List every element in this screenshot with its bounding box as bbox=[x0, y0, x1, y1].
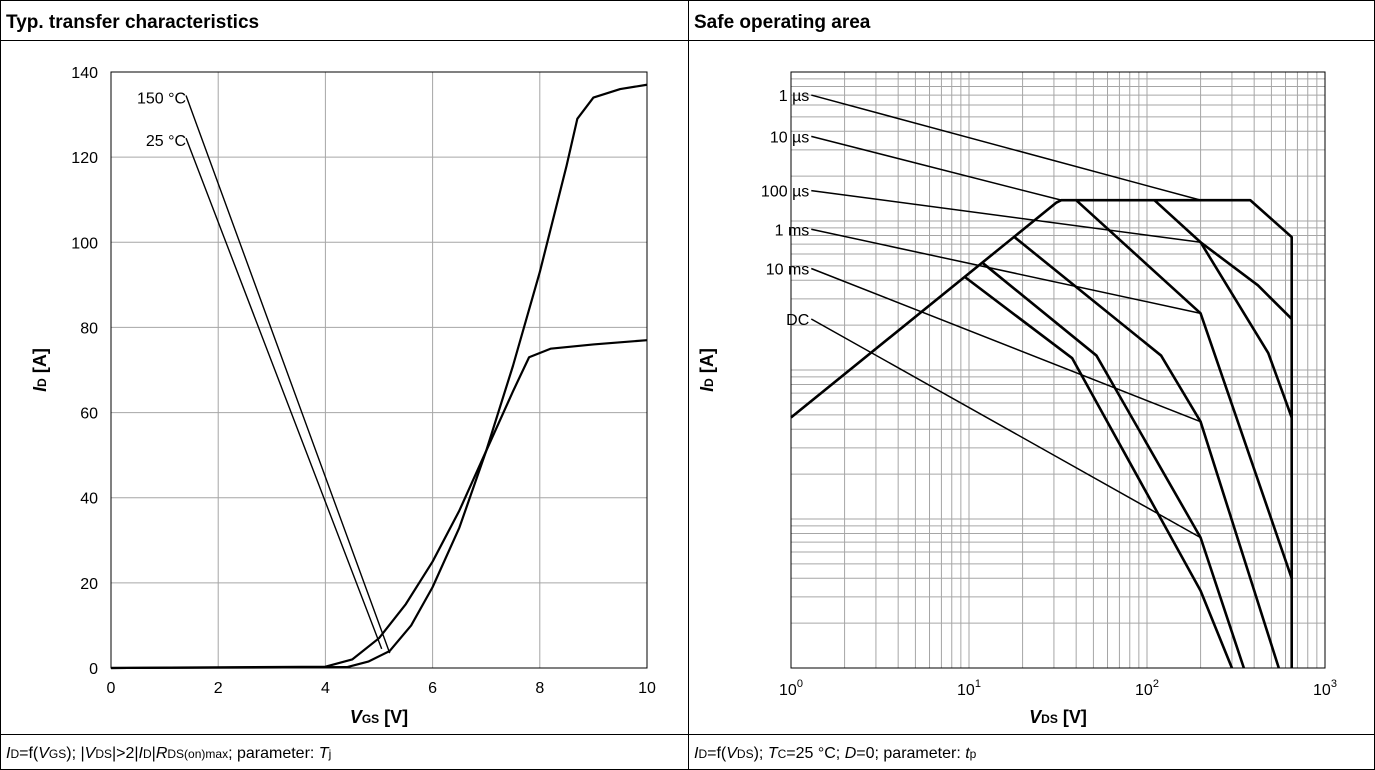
right-caption: ID=f(VDS); TC=25 °C; D=0; parameter: tp bbox=[694, 745, 977, 762]
right-x-tick-labels: 100 101 102 103 bbox=[779, 678, 1337, 699]
left-series-150-c bbox=[110, 339, 648, 670]
right-curve-label: 10 µs bbox=[770, 129, 809, 146]
right-plot-frame bbox=[790, 71, 1326, 669]
left-grid bbox=[111, 72, 647, 668]
left-curve-label: 25 °C bbox=[146, 133, 186, 150]
right-series-10-s bbox=[811, 135, 1062, 201]
left-y-axis-label: ID [A] bbox=[30, 348, 50, 392]
left-panel-title: Typ. transfer characteristics bbox=[6, 12, 259, 33]
right-series bbox=[790, 94, 1293, 669]
left-leader-line bbox=[185, 137, 383, 650]
right-series-1-ms-limit bbox=[1013, 236, 1281, 669]
left-series bbox=[110, 83, 648, 670]
left-y-tick-label: 140 bbox=[71, 65, 98, 82]
left-x-tick-label: 2 bbox=[214, 680, 223, 697]
right-series-10-s-limit bbox=[1153, 199, 1293, 418]
left-y-tick-label: 60 bbox=[80, 406, 98, 423]
right-series-1-s-limit bbox=[1199, 241, 1293, 320]
left-x-tick-label: 8 bbox=[535, 680, 544, 697]
left-x-tick-label: 4 bbox=[321, 680, 330, 697]
right-grid bbox=[791, 72, 1325, 668]
right-y-axis-label: ID [A] bbox=[697, 348, 717, 392]
right-curve-label: 100 µs bbox=[761, 184, 809, 201]
right-x-tick-label: 103 bbox=[1313, 678, 1337, 699]
right-x-tick-label: 100 bbox=[779, 678, 803, 699]
right-series-100-s bbox=[811, 189, 1201, 244]
right-y-tick-label: 10-1 bbox=[741, 0, 769, 4]
right-x-tick-label: 101 bbox=[957, 678, 981, 699]
left-y-tick-label: 100 bbox=[71, 235, 98, 252]
right-x-axis-label: VDS [V] bbox=[1029, 707, 1087, 727]
left-curve-label: 150 °C bbox=[137, 91, 186, 108]
left-y-tick-labels: 0 20 40 60 80 100 120 140 bbox=[71, 65, 98, 678]
left-x-axis-label: VGS [V] bbox=[350, 707, 408, 727]
left-x-tick-label: 0 bbox=[107, 680, 116, 697]
right-series-100-s-limit bbox=[1075, 199, 1293, 579]
left-series-25-c bbox=[110, 83, 648, 670]
left-y-tick-label: 80 bbox=[80, 320, 98, 337]
right-curve-label: 10 ms bbox=[766, 261, 810, 278]
left-x-tick-label: 6 bbox=[428, 680, 437, 697]
right-series-dc-limit bbox=[964, 276, 1234, 669]
right-y-tick-label: 102 bbox=[745, 0, 769, 4]
left-x-tick-label: 10 bbox=[638, 680, 656, 697]
right-x-tick-label: 102 bbox=[1135, 678, 1159, 699]
right-y-tick-label: 100 bbox=[745, 0, 769, 4]
right-series-10-ms-limit bbox=[982, 262, 1246, 669]
left-y-tick-label: 0 bbox=[89, 661, 98, 678]
right-curve-label: 1 µs bbox=[779, 88, 810, 105]
transfer-characteristics-chart: 0 20 40 60 80 100 120 140 0 2 4 6 8 10 150 °C 25 °C V… bbox=[30, 65, 656, 727]
left-y-tick-label: 20 bbox=[80, 576, 98, 593]
right-series-dc bbox=[810, 318, 1201, 539]
right-series-1-s bbox=[811, 94, 1201, 201]
right-y-tick-label: 101 bbox=[745, 0, 769, 4]
left-leader-line bbox=[185, 95, 391, 654]
left-plot-frame bbox=[110, 71, 648, 669]
left-annotations: 150 °C 25 °C bbox=[137, 91, 391, 654]
left-x-tick-labels: 0 2 4 6 8 10 bbox=[107, 680, 656, 697]
left-y-tick-label: 120 bbox=[71, 150, 98, 167]
right-series-1-ms bbox=[811, 228, 1201, 315]
right-curve-label: DC bbox=[786, 312, 809, 329]
left-caption: ID=f(VGS); |VDS|>2|ID|RDS(on)max; parame… bbox=[6, 745, 331, 762]
right-curve-label: 1 ms bbox=[775, 222, 810, 239]
right-y-tick-labels: 10-1100101102103 bbox=[741, 0, 769, 4]
right-annotations: 1 µs 10 µs 100 µs 1 ms 10 ms DC bbox=[761, 88, 809, 329]
right-series-10-ms bbox=[811, 267, 1201, 423]
right-y-tick-label: 103 bbox=[745, 0, 769, 4]
left-y-tick-label: 40 bbox=[80, 491, 98, 508]
right-panel-title: Safe operating area bbox=[694, 12, 871, 33]
